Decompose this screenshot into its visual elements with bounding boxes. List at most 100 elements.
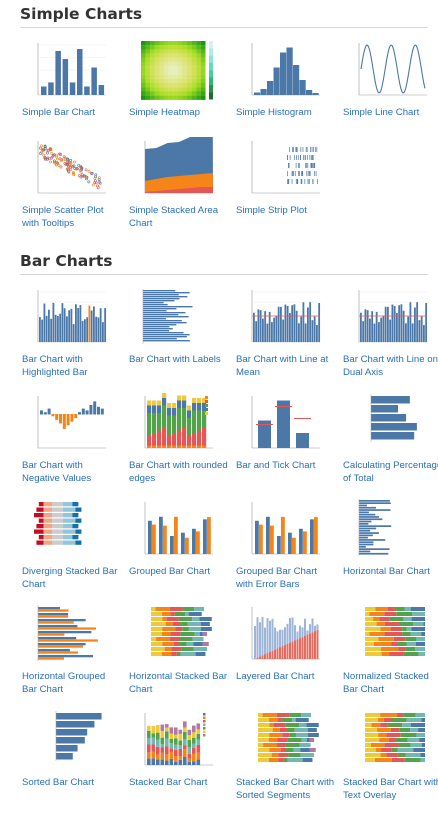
gallery-card-simple-scatter-plot-with-tooltips[interactable]: Simple Scatter Plot with Tooltips [22,137,122,230]
gallery-card-label[interactable]: Stacked Bar Chart [129,777,208,788]
chart-thumbnail[interactable] [131,392,215,455]
chart-thumbnail[interactable] [238,137,322,200]
gallery-card-simple-line-chart[interactable]: Simple Line Chart [343,39,438,120]
gallery-card-normalized-stacked-bar-chart[interactable]: Normalized Stacked Bar Chart [343,603,438,696]
gallery-card-grouped-bar-chart-with-error-bars[interactable]: Grouped Bar Chart with Error Bars [236,498,336,591]
segment-mark [402,723,411,727]
gallery-card-label[interactable]: Bar Chart with Highlighted Bar [22,354,88,378]
gallery-card-label[interactable]: Bar Chart with Line at Mean [236,354,329,378]
chart-thumbnail[interactable] [345,392,429,455]
segment-mark [387,723,403,727]
chart-thumbnail[interactable] [131,709,215,772]
chart-thumbnail[interactable] [131,39,215,102]
chart-thumbnail[interactable] [24,137,108,200]
gallery-card-label[interactable]: Simple Strip Plot [236,205,307,216]
chart-thumbnail[interactable] [238,286,322,349]
gallery-card-layered-bar-chart[interactable]: Layered Bar Chart [236,603,336,684]
bar-mark [359,541,374,544]
gallery-card-label[interactable]: Stacked Bar Chart with Sorted Segments [236,777,335,801]
gallery-card-calculating-percentage-of-total[interactable]: Calculating Percentage of Total [343,392,438,485]
heat-cell [196,83,201,88]
chart-thumbnail[interactable] [24,286,108,349]
scatter-point [43,145,47,149]
segment-mark [174,756,178,762]
strip-tick [291,179,293,184]
gallery-card-bar-chart-with-highlighted-bar[interactable]: Bar Chart with Highlighted Bar [22,286,122,379]
gallery-card-diverging-stacked-bar-chart[interactable]: Diverging Stacked Bar Chart [22,498,122,591]
gallery-card-label[interactable]: Simple Scatter Plot with Tooltips [22,205,104,229]
gallery-card-label[interactable]: Grouped Bar Chart [129,566,211,577]
chart-thumbnail[interactable] [131,498,215,561]
bar-mark [314,631,316,659]
gallery-card-sorted-bar-chart[interactable]: Sorted Bar Chart [22,709,122,790]
gallery-card-label[interactable]: Bar and Tick Chart [236,460,316,471]
gallery-card-simple-strip-plot[interactable]: Simple Strip Plot [236,137,336,218]
gallery-card-label[interactable]: Simple Stacked Area Chart [129,205,219,229]
gallery-card-label[interactable]: Sorted Bar Chart [22,777,94,788]
heat-cell [164,74,169,79]
gallery-card-stacked-bar-chart-with-text-overlay[interactable]: Stacked Bar Chart with Text Overlay [343,709,438,802]
chart-thumbnail[interactable] [238,709,322,772]
chart-thumbnail[interactable] [345,603,429,666]
gallery-card-label[interactable]: Simple Heatmap [129,107,200,118]
gallery-card-label[interactable]: Horizontal Bar Chart [343,566,430,577]
chart-thumbnail[interactable] [131,286,215,349]
gallery-card-label[interactable]: Bar Chart with Negative Values [22,460,92,484]
gallery-card-bar-chart-with-line-at-mean[interactable]: Bar Chart with Line at Mean [236,286,336,379]
gallery-card-horizontal-grouped-bar-chart[interactable]: Horizontal Grouped Bar Chart [22,603,122,696]
gallery-card-label[interactable]: Stacked Bar Chart with Text Overlay [343,777,438,801]
chart-thumbnail[interactable] [345,39,429,102]
gallery-card-horizontal-stacked-bar-chart[interactable]: Horizontal Stacked Bar Chart [129,603,229,696]
heat-cell [200,74,206,79]
gallery-card-label[interactable]: Bar Chart with Line on Dual Axis [343,354,438,378]
gallery-card-label[interactable]: Horizontal Stacked Bar Chart [129,671,228,695]
gallery-card-bar-chart-with-line-on-dual-axis[interactable]: Bar Chart with Line on Dual Axis [343,286,438,379]
chart-thumbnail[interactable] [345,709,429,772]
gallery-card-label[interactable]: Normalized Stacked Bar Chart [343,671,429,695]
scatter-point [59,165,63,169]
gallery-card-label[interactable]: Horizontal Grouped Bar Chart [22,671,106,695]
segment-mark [164,647,172,651]
gallery-card-stacked-bar-chart[interactable]: Stacked Bar Chart [129,709,229,790]
gallery-card-simple-heatmap[interactable]: Simple Heatmap [129,39,229,120]
gallery-card-simple-histogram[interactable]: Simple Histogram [236,39,336,120]
gallery-card-grouped-bar-chart[interactable]: Grouped Bar Chart [129,498,229,579]
gallery-card-label[interactable]: Simple Histogram [236,107,312,118]
segment-mark [398,743,411,747]
gallery-card-simple-stacked-area-chart[interactable]: Simple Stacked Area Chart [129,137,229,230]
chart-thumbnail[interactable] [24,709,108,772]
gallery-card-bar-chart-with-rounded-edges[interactable]: Bar Chart with rounded edges [129,392,229,485]
chart-thumbnail[interactable] [345,498,429,561]
heat-cell [177,41,183,46]
gallery-card-bar-chart-with-negative-values[interactable]: Bar Chart with Negative Values [22,392,122,485]
chart-thumbnail[interactable] [24,392,108,455]
gallery-card-label[interactable]: Bar Chart with rounded edges [129,460,228,484]
gallery-card-label[interactable]: Simple Bar Chart [22,107,96,118]
gallery-card-label[interactable]: Simple Line Chart [343,107,420,118]
chart-thumbnail[interactable] [345,286,429,349]
chart-thumbnail[interactable] [131,137,215,200]
chart-thumbnail[interactable] [131,603,215,666]
chart-thumbnail[interactable] [238,603,322,666]
chart-thumbnail[interactable] [24,603,108,666]
chart-thumbnail[interactable] [238,392,322,455]
gallery-card-label[interactable]: Calculating Percentage of Total [343,460,438,484]
strip-tick [294,155,295,160]
heat-cell [145,74,151,79]
chart-thumbnail[interactable] [24,39,108,102]
gallery-card-stacked-bar-chart-with-sorted-segments[interactable]: Stacked Bar Chart with Sorted Segments [236,709,336,802]
gallery-card-horizontal-bar-chart[interactable]: Horizontal Bar Chart [343,498,438,579]
bar-mark [364,309,367,342]
gallery-card-bar-and-tick-chart[interactable]: Bar and Tick Chart [236,392,336,473]
bar-mark [48,309,50,342]
gallery-card-label[interactable]: Diverging Stacked Bar Chart [22,566,118,590]
gallery-card-bar-chart-with-labels[interactable]: Bar Chart with Labels [129,286,229,367]
chart-thumbnail[interactable] [238,39,322,102]
gallery-card-label[interactable]: Bar Chart with Labels [129,354,221,365]
chart-thumbnail[interactable] [238,498,322,561]
bar-mark [152,524,156,554]
gallery-card-simple-bar-chart[interactable]: Simple Bar Chart [22,39,122,120]
chart-thumbnail[interactable] [24,498,108,561]
gallery-card-label[interactable]: Grouped Bar Chart with Error Bars [236,566,318,590]
gallery-card-label[interactable]: Layered Bar Chart [236,671,315,682]
